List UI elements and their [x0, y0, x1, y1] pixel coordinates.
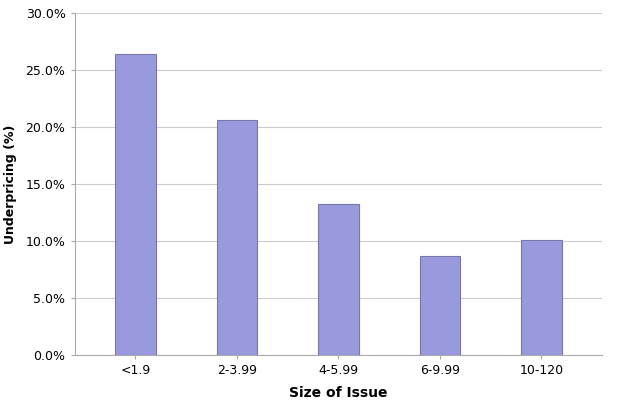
Bar [115, 54, 156, 355]
Bar [420, 256, 460, 355]
Bar [217, 120, 257, 355]
Bar [521, 240, 562, 355]
Bar [318, 204, 359, 355]
X-axis label: Size of Issue: Size of Issue [289, 386, 388, 400]
Y-axis label: Underpricing (%): Underpricing (%) [4, 124, 17, 244]
